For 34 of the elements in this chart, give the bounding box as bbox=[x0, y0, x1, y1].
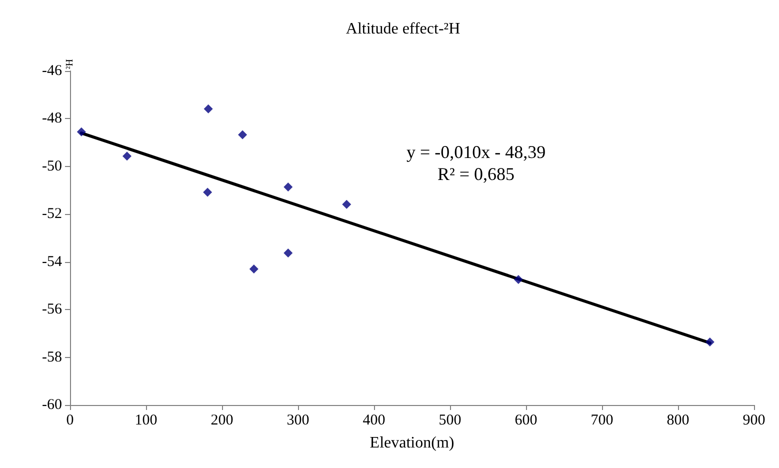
x-tick-label: 700 bbox=[590, 412, 614, 428]
x-tick-label: 800 bbox=[666, 412, 690, 428]
y-tick-label: -52 bbox=[42, 206, 62, 222]
y-tick-label: -60 bbox=[42, 397, 62, 413]
y-tick-label: -54 bbox=[42, 254, 62, 270]
point bbox=[122, 152, 132, 161]
y-tick-label: -56 bbox=[42, 302, 62, 318]
point bbox=[342, 200, 352, 209]
x-axis-title: Elevation(m) bbox=[370, 434, 454, 452]
x-tick-label: 300 bbox=[286, 412, 310, 428]
x-tick-label: 100 bbox=[134, 412, 158, 428]
point bbox=[203, 188, 212, 197]
y-tick-label: -50 bbox=[42, 158, 62, 174]
y-tick-label: -46 bbox=[42, 63, 62, 79]
annotation: R² = 0,685 bbox=[437, 164, 515, 184]
chart-title: Altitude effect-²H bbox=[346, 20, 461, 38]
y-tick-label: -48 bbox=[42, 110, 62, 127]
x-tick-label: 0 bbox=[66, 412, 74, 428]
point bbox=[204, 104, 213, 114]
x-tick-label: 400 bbox=[362, 412, 386, 428]
y-tick-label: -58 bbox=[42, 349, 62, 366]
x-tick-label: 500 bbox=[438, 412, 462, 428]
y-axis-title: ²H bbox=[64, 59, 76, 70]
point bbox=[284, 248, 293, 258]
point bbox=[249, 264, 258, 274]
annotation: y = -0,010x - 48,39 bbox=[406, 142, 546, 162]
x-tick-label: 200 bbox=[210, 412, 234, 428]
point bbox=[238, 130, 248, 140]
x-tick-label: 600 bbox=[514, 412, 538, 428]
point bbox=[284, 182, 293, 192]
point bbox=[76, 127, 86, 136]
x-tick-label: 900 bbox=[742, 412, 766, 428]
point bbox=[514, 275, 523, 284]
point bbox=[705, 338, 714, 347]
